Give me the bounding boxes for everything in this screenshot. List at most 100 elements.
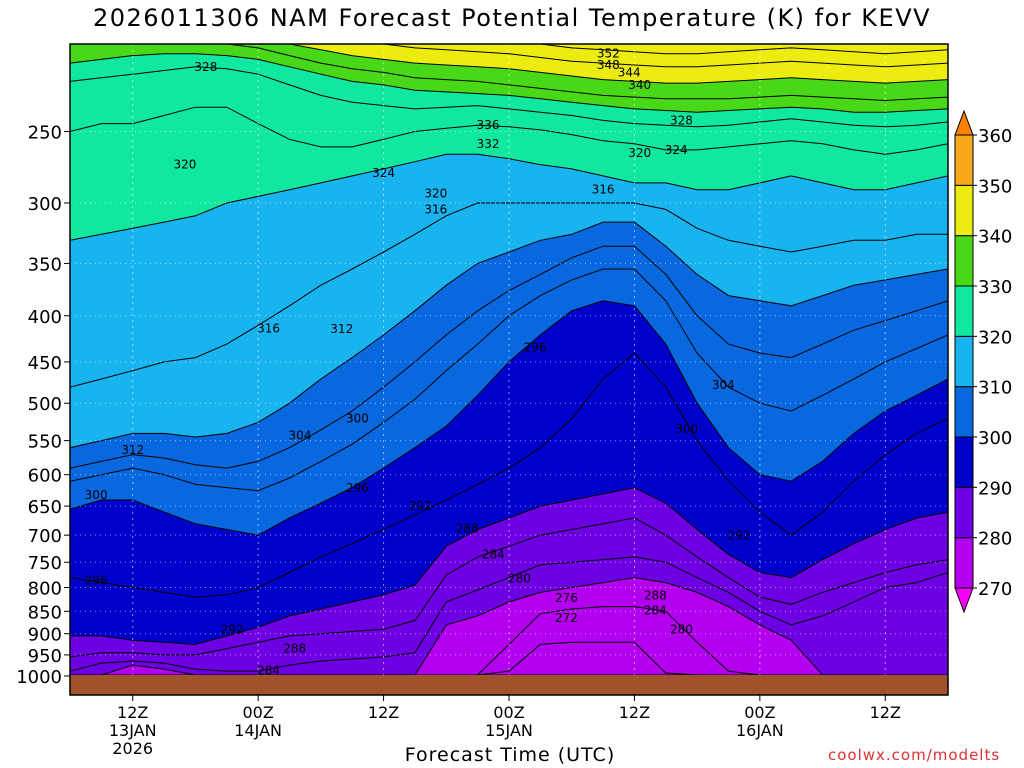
x-axis-label: Forecast Time (UTC) [404, 744, 616, 766]
credit-link[interactable]: coolwx.com/modelts [828, 746, 1001, 764]
ground-strip [70, 675, 948, 695]
y-tick-label: 250 [28, 122, 62, 143]
x-tick-label: 00Z [493, 703, 524, 722]
contour-label: 316 [424, 202, 447, 216]
colorbar-label: 310 [978, 378, 1012, 399]
contour-label: 320 [424, 187, 447, 201]
contour-label: 304 [288, 429, 311, 443]
contour-label: 328 [194, 60, 217, 74]
colorbar-label: 300 [978, 428, 1012, 449]
x-tick-label: 12Z [117, 703, 148, 722]
colorbar-top-triangle [954, 109, 974, 136]
colorbar-box-280 [954, 486, 974, 539]
isentrope-324 [70, 106, 948, 155]
x-tick-label: 12Z [870, 703, 901, 722]
colorbar-box-270 [954, 537, 974, 589]
contour-label: 300 [675, 422, 698, 436]
contour-label: 280 [670, 622, 693, 636]
colorbar-box-290 [954, 436, 974, 488]
isentrope-312 [70, 221, 948, 449]
x-tick-label: 14JAN [234, 721, 282, 740]
y-tick-label: 300 [28, 194, 62, 215]
x-tick-label: 15JAN [485, 721, 533, 740]
isentrope-332 [70, 53, 948, 113]
contour-label: 312 [330, 322, 353, 336]
x-tick-label: 13JAN [109, 721, 157, 740]
colorbar-label: 330 [978, 277, 1012, 298]
contour-label: 316 [592, 183, 615, 197]
contour-label: 284 [482, 547, 505, 561]
contour-label: 288 [456, 521, 479, 535]
isentrope-348 [70, 44, 948, 55]
contour-label: 288 [644, 588, 667, 602]
x-tick-label: 00Z [242, 703, 273, 722]
contour-label: 292 [221, 622, 244, 636]
contour-label: 320 [628, 146, 651, 160]
y-tick-label: 600 [28, 466, 62, 487]
chart-title: 2026011306 NAM Forecast Potential Temper… [92, 4, 932, 32]
contour-label: 292 [409, 499, 432, 513]
isentrope-336 [70, 44, 948, 102]
contour-label: 272 [555, 611, 578, 625]
colorbar-box-300 [954, 386, 974, 438]
x-tick-label: 00Z [744, 703, 775, 722]
contour-label: 344 [618, 65, 641, 79]
contour-label: 328 [670, 113, 693, 127]
contour-label: 296 [346, 481, 369, 495]
colorbar-label: 320 [978, 327, 1012, 348]
isentrope-296 [70, 352, 948, 598]
contour-label: 324 [372, 166, 395, 180]
y-tick-label: 550 [28, 432, 62, 453]
contour-label: 332 [477, 137, 500, 151]
contour-label: 280 [508, 572, 531, 586]
colorbar-label: 290 [978, 478, 1012, 499]
contour-label: 348 [597, 58, 620, 72]
isentrope-300 [70, 300, 948, 536]
y-tick-label: 850 [28, 602, 62, 623]
contour-label: 320 [174, 158, 197, 172]
contour-label: 284 [644, 603, 667, 617]
y-tick-label: 1000 [16, 667, 62, 688]
band-348 [70, 44, 948, 54]
contour-label: 340 [628, 78, 651, 92]
isentrope-328 [70, 66, 948, 128]
contour-label: 336 [477, 118, 500, 132]
x-tick-label: 12Z [619, 703, 650, 722]
colorbar: 270 280 290 300 310 320 330 340 350 360 [954, 109, 1012, 614]
contour-label: 324 [665, 143, 688, 157]
contour-label: 288 [283, 642, 306, 656]
isentrope-316 [70, 202, 948, 388]
x-tick-label: 12Z [368, 703, 399, 722]
contour-label: 316 [257, 321, 280, 335]
y-tick-label: 700 [28, 526, 62, 547]
contour-label: 352 [597, 47, 620, 61]
x-tick-label: 2026 [112, 739, 153, 758]
isentrope-284 [70, 556, 948, 672]
contour-label: 304 [712, 378, 735, 392]
colorbar-box-340 [954, 184, 974, 237]
x-tick-label: 16JAN [736, 721, 784, 740]
y-tick-label: 400 [28, 307, 62, 328]
colorbar-box-320 [954, 285, 974, 337]
isentrope-344 [70, 44, 948, 68]
contour-label: 292 [727, 529, 750, 543]
contour-label: 284 [257, 663, 280, 677]
contour-label: 296 [85, 574, 108, 588]
contour-label: 312 [121, 443, 144, 457]
colorbar-bottom-triangle [954, 587, 974, 614]
colorbar-label: 350 [978, 176, 1012, 197]
colorbar-box-330 [954, 235, 974, 287]
isentrope-288 [70, 517, 948, 658]
y-tick-label: 950 [28, 646, 62, 667]
colorbar-label: 360 [978, 126, 1012, 147]
y-tick-label: 450 [28, 353, 62, 374]
y-tick-label: 650 [28, 497, 62, 518]
y-tick-label: 350 [28, 254, 62, 275]
colorbar-box-350 [954, 134, 974, 186]
y-tick-label: 900 [28, 625, 62, 646]
contour-labels: 3523483443403363323283283243243203203203… [85, 47, 751, 678]
colorbar-label: 340 [978, 227, 1012, 248]
y-axis: 2503003504004505005506006507007508008509… [16, 122, 70, 688]
